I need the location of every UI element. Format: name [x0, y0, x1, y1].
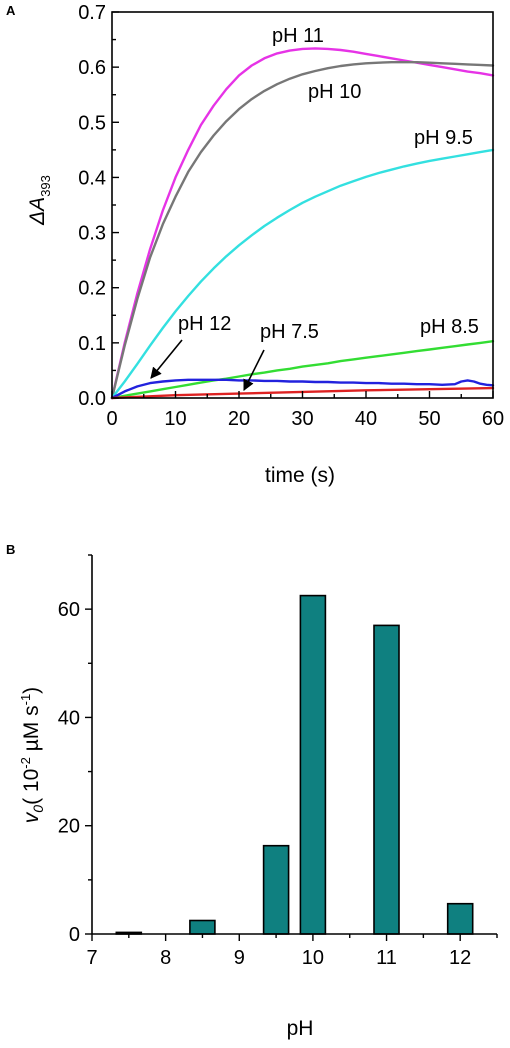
panel-a-y-tick-label: 0.2: [78, 278, 106, 300]
series-line-ph-11: [110, 47, 495, 400]
annotation-arrow-ph-12: [150, 339, 183, 379]
series-line-ph-12: [110, 378, 495, 400]
bar-ph-9-5: [262, 844, 290, 935]
panel-a-y-tick-label: 0.7: [78, 2, 106, 24]
panel-a-y-tick-label: 0.0: [78, 388, 106, 410]
panel-b-y-axis-title-main: v: [20, 811, 43, 823]
series-line-ph-9.5: [110, 148, 495, 400]
panel-a-y-tick-label: 0.6: [78, 57, 106, 79]
panel-a-y-tick-label: 0.5: [78, 112, 106, 134]
series-line-ph-8.5: [110, 340, 495, 400]
panel-b-y-axis-title-sub: 0: [30, 805, 46, 813]
curve-label-ph-7.5: pH 7.5: [260, 321, 319, 343]
panel-b-x-tick-label: 11: [376, 947, 397, 969]
panel-a-x-tick-label: 30: [291, 408, 313, 430]
panel-a: A 0 10 20 30 40 50 600.00.10.20.30.40.50.60.7 …: [6, 2, 504, 487]
curve-label-ph-11: pH 11: [272, 25, 324, 47]
panel-b-y-tick-label: 60: [58, 599, 80, 621]
panel-b-y-axis-title-pre: ( 10: [20, 769, 43, 805]
panel-b-y-tick-label: 0: [69, 924, 80, 946]
panel-b-y-axis-title-post: ): [20, 687, 43, 694]
panel-a-y-axis-title-main: ΔA: [26, 197, 49, 226]
panel-a-y-tick-label: 0.4: [78, 167, 106, 189]
panel-b-x-tick-label: 8: [160, 947, 171, 969]
panel-a-y-tick-label: 0.3: [78, 223, 106, 245]
curve-label-ph-9.5: pH 9.5: [414, 127, 473, 149]
panel-b-x-tick-label: 9: [234, 947, 245, 969]
curve-label-ph-8.5: pH 8.5: [420, 316, 479, 338]
curve-label-ph-12: pH 12: [178, 313, 231, 335]
panel-a-x-tick-label: 60: [482, 408, 504, 430]
panel-a-x-tick-label: 50: [418, 408, 440, 430]
bar-ph-10: [299, 594, 327, 935]
annotation-arrow-ph-7-5: [243, 349, 265, 392]
panel-a-letter: A: [6, 3, 16, 18]
series-line-ph-10: [110, 61, 495, 400]
panel-b-y-axis-title-sup1: -2: [18, 757, 33, 769]
panel-a-x-tick-label: 40: [355, 408, 377, 430]
panel-a-y-tick-label: 0.1: [78, 333, 106, 355]
panel-b-x-axis-title: pH: [287, 1017, 314, 1040]
panel-a-y-axis-title: ΔA393: [26, 175, 53, 226]
bar-ph-12: [446, 902, 474, 935]
panel-a-x-tick-label: 20: [228, 408, 250, 430]
panel-a-x-tick-label: 10: [164, 408, 186, 430]
panel-b-x-tick-label: 10: [302, 947, 324, 969]
curve-label-ph-10: pH 10: [308, 81, 361, 103]
panel-b-y-axis-title: v0( 10-2 µM s-1): [18, 687, 46, 823]
panel-b-letter: B: [6, 542, 15, 557]
panel-a-y-axis-title-sub: 393: [38, 175, 53, 197]
panel-b-x-tick-label: 12: [449, 947, 471, 969]
panel-b-y-tick-label: 20: [58, 816, 80, 838]
panel-b-x-tick-label: 7: [86, 947, 97, 969]
bar-ph-8-5: [189, 919, 216, 935]
panel-a-x-tick-label: 0: [106, 408, 117, 430]
bar-ph-11: [373, 624, 400, 935]
panel-b-y-tick-label: 40: [58, 707, 80, 729]
panel-b-y-axis-title-sup2: -1: [18, 694, 33, 706]
panel-b-y-axis-title-mid: µM s: [20, 705, 43, 757]
panel-a-x-axis-title: time (s): [265, 464, 335, 487]
